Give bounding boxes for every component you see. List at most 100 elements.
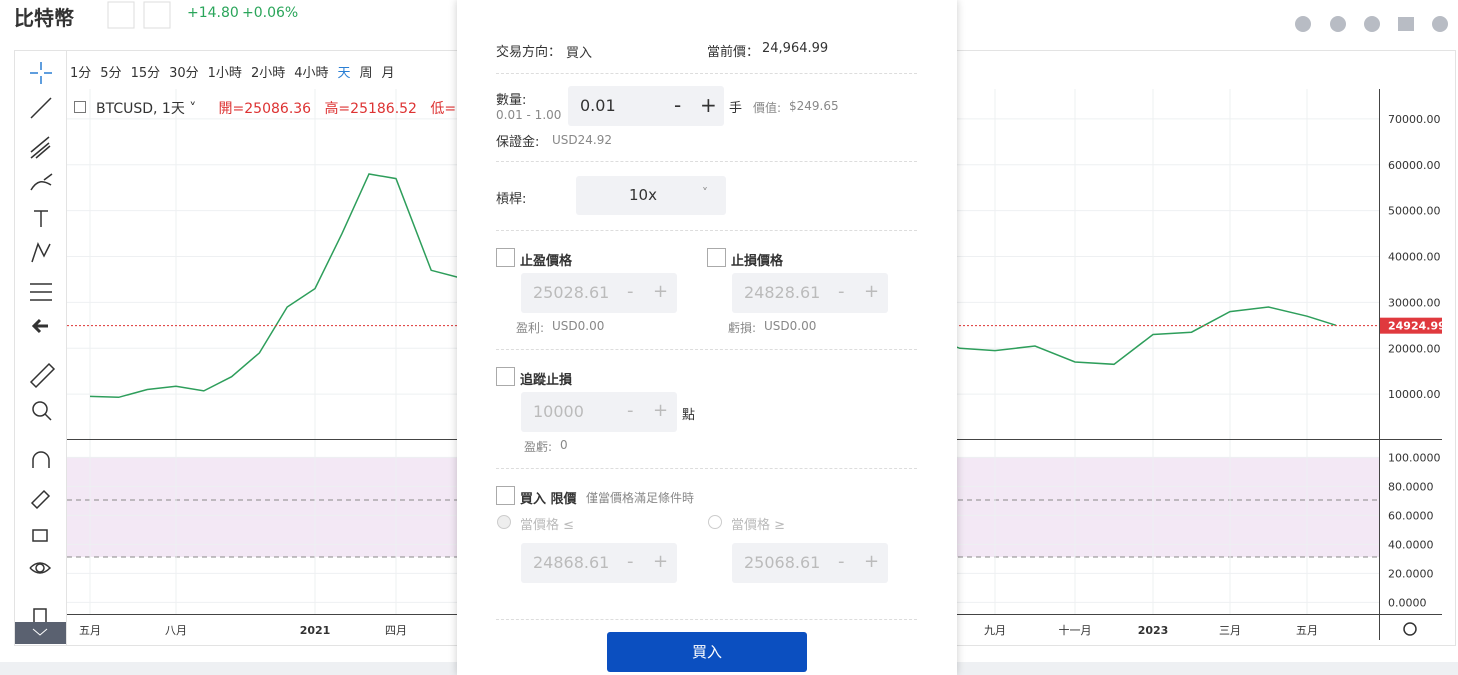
price1-input[interactable]: 24868.61 - + [521,543,677,583]
trail-input[interactable]: 10000 - + [521,392,677,432]
trail-plus[interactable]: + [653,400,669,421]
limit-hint: 僅當價格滿足條件時 [586,491,695,505]
timeframe[interactable]: 1分 [70,66,92,81]
x-tick-label: 2023 [1138,624,1169,637]
y-tick-label: 0.0000 [1388,596,1427,609]
change-pct: +0.06% [242,5,299,21]
trail-minus[interactable]: - [627,400,634,421]
timeframe[interactable]: 天 [337,66,351,81]
y-tick-label: 60.0000 [1388,509,1434,522]
settings-icon[interactable] [1403,622,1417,636]
collapse-icon [32,628,48,636]
timeframe[interactable]: 2小時 [250,66,286,81]
x-tick-label: 三月 [1219,624,1241,637]
x-tick-label: 五月 [1296,624,1318,637]
sl-input[interactable]: 24828.61 - + [732,273,888,313]
drawing-tools[interactable] [29,62,56,624]
leverage-label: 槓桿: [496,192,527,207]
info-row: BTCUSD, 1天 ˅ 開=25086.36 高=25186.52 低=2 [74,98,465,118]
price2: 25068.61 [744,553,821,572]
tp-pnl-label: 盈利: [516,321,545,335]
y-tick-label: 30000.00 [1388,296,1441,309]
title: 比特幣 [14,6,74,30]
p1-minus[interactable]: - [627,551,634,572]
timeframe[interactable]: 周 [359,66,373,81]
qty-input[interactable]: 0.01 - + [568,86,724,126]
limit-checkbox[interactable] [496,486,515,505]
current-price: 24,964.99 [762,41,829,56]
qty-plus[interactable]: + [700,93,717,117]
separator [496,73,917,74]
margin: USD24.92 [552,133,612,147]
trail-unit: 點 [682,408,696,423]
symbol: BTCUSD, 1天 [96,101,185,117]
trail-pnl-label: 盈虧: [524,440,553,454]
tp-minus[interactable]: - [627,281,634,302]
p1-plus[interactable]: + [653,551,669,572]
tp-label: 止盈價格 [520,254,573,269]
trail-value: 10000 [533,402,584,421]
top-icons[interactable] [1295,16,1448,32]
cond2: 當價格 ≥ [731,518,786,533]
expand[interactable] [74,101,86,113]
x-tick-label: 2021 [300,624,331,637]
open: 開=25086.36 [218,101,312,117]
tp-pnl: USD0.00 [552,319,605,333]
x-tick-label: 四月 [385,624,407,637]
trail-checkbox[interactable] [496,367,515,386]
separator [496,230,917,231]
alert-button[interactable] [143,1,171,29]
y-tick-label: 20000.00 [1388,342,1441,355]
timeframe[interactable]: 月 [381,66,395,81]
tp-checkbox[interactable] [496,248,515,267]
unit: 手 [729,101,743,116]
y-tick-label: 100.0000 [1388,451,1441,464]
y-tick-label: 20.0000 [1388,567,1434,580]
x-tick-label: 八月 [165,624,187,637]
sl-plus[interactable]: + [864,281,880,302]
current-price-label: 當前價： [707,45,760,60]
y-tick-label: 70000.00 [1388,113,1441,126]
x-tick-label: 九月 [984,624,1006,637]
collapse-button[interactable] [15,622,66,644]
cond1-radio[interactable] [497,515,511,529]
cond2-radio[interactable] [708,515,722,529]
timeframes: 1分 5分 15分 30分 1小時 2小時 4小時天周月 [70,62,404,81]
qty: 0.01 [580,96,616,115]
x-tick-label: 五月 [79,624,101,637]
sl-checkbox[interactable] [707,248,726,267]
timeframe[interactable]: 30分 [169,66,199,81]
y-tick-label: 10000.00 [1388,388,1441,401]
y-tick-label: 40.0000 [1388,538,1434,551]
leverage-select[interactable]: 10x ˅ [576,176,726,215]
submit-button[interactable]: 買入 [607,632,807,672]
sl-minus[interactable]: - [838,281,845,302]
cond1: 當價格 ≤ [520,518,575,533]
price2-input[interactable]: 25068.61 - + [732,543,888,583]
p2-minus[interactable]: - [838,551,845,572]
p2-plus[interactable]: + [864,551,880,572]
tp-price: 25028.61 [533,283,610,302]
tp-plus[interactable]: + [653,281,669,302]
star-button[interactable] [107,1,135,29]
value-label: 價值: [753,101,782,115]
last-price-label: 24924.99 [1388,320,1446,333]
trail-pnl: 0 [560,438,568,452]
change: +14.80 [187,5,239,21]
tp-input[interactable]: 25028.61 - + [521,273,677,313]
chevron: ˅ [702,186,708,200]
timeframe[interactable]: 1小時 [207,66,242,81]
sl-label: 止損價格 [731,254,784,269]
timeframe[interactable]: 5分 [100,66,122,81]
leverage: 10x [629,186,657,204]
timeframe[interactable]: 4小時 [294,66,329,81]
qty-minus[interactable]: - [674,93,682,117]
high: 高=25186.52 [324,101,417,117]
trail-label: 追蹤止損 [520,373,573,388]
timeframe[interactable]: 15分 [130,66,161,81]
margin-label: 保證金: [496,135,540,150]
low: 低=2 [430,101,465,117]
value: $249.65 [789,99,839,113]
qty-label: 數量: [496,93,527,108]
direction-label: 交易方向： [496,45,562,60]
